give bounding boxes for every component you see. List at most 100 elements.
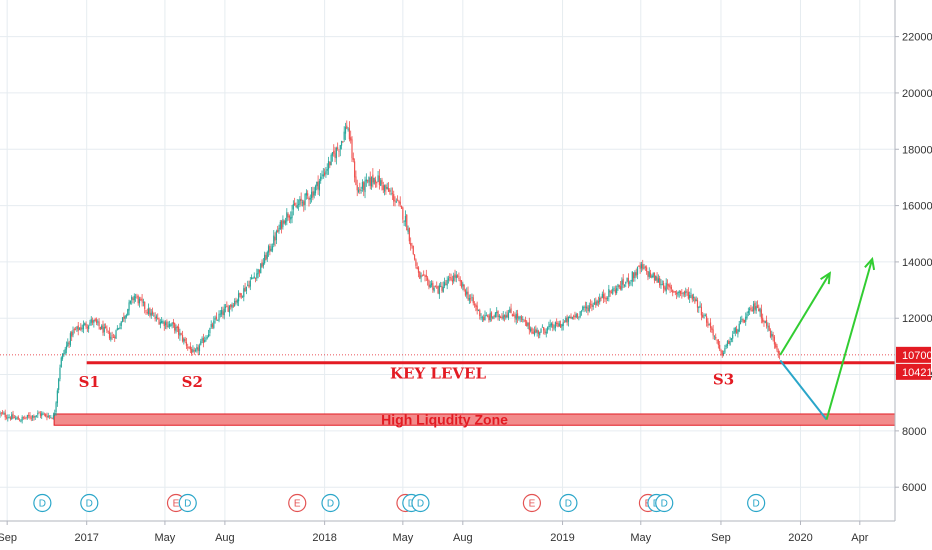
- candle-body: [425, 275, 427, 278]
- projections: [779, 256, 876, 421]
- candle-body: [142, 301, 145, 303]
- candle-body: [325, 170, 327, 174]
- candle-body: [730, 338, 732, 341]
- candle-body: [106, 328, 108, 331]
- candle-body: [333, 150, 335, 154]
- candle-body: [131, 297, 133, 300]
- candle-body: [576, 314, 579, 318]
- candle-body: [361, 182, 364, 189]
- candle-body: [198, 345, 201, 352]
- candle-body: [702, 314, 704, 318]
- candle-body: [457, 275, 459, 277]
- candle-body: [627, 277, 629, 285]
- candle-body: [462, 283, 464, 287]
- candle-body: [13, 417, 15, 419]
- candle-body: [559, 323, 562, 328]
- candles: [0, 120, 781, 424]
- event-badge-label: D: [408, 499, 415, 510]
- candle-body: [683, 291, 686, 295]
- candle-body: [659, 278, 661, 286]
- candle-body: [623, 285, 626, 287]
- candle-body: [292, 204, 294, 210]
- dividend-badge: [33, 493, 52, 513]
- candle-body: [746, 313, 748, 318]
- dividend-badge: [321, 493, 340, 513]
- candle-body: [537, 331, 540, 334]
- candle-body: [606, 297, 609, 299]
- candle-body: [240, 293, 242, 298]
- y-tick-label: 12000: [902, 313, 932, 325]
- candle-body: [365, 179, 367, 182]
- candle-body: [247, 284, 249, 286]
- candle-body: [510, 308, 512, 314]
- candle-body: [283, 220, 285, 224]
- candle-body: [314, 186, 317, 194]
- event-badge-label: E: [294, 499, 301, 510]
- candle-body: [257, 269, 259, 275]
- candle-body: [767, 326, 769, 328]
- candle-body: [689, 294, 691, 299]
- candle-body: [355, 176, 357, 185]
- candle-body: [359, 189, 361, 191]
- candle-body: [554, 322, 556, 328]
- event-badge-label: D: [565, 499, 572, 510]
- candle-body: [420, 275, 422, 278]
- candle-body: [571, 317, 573, 319]
- candle-body: [644, 266, 646, 268]
- dividend-badge: [559, 493, 578, 513]
- candle-body: [75, 329, 77, 331]
- candle-body: [677, 291, 679, 296]
- candle-body: [433, 287, 435, 292]
- candle-body: [128, 302, 130, 311]
- candle-body: [498, 315, 500, 318]
- candle-body: [700, 306, 702, 316]
- candle-body: [29, 415, 31, 418]
- candle-body: [9, 417, 12, 420]
- candle-body: [691, 295, 693, 300]
- candle-body: [721, 351, 723, 356]
- candle-body: [350, 137, 352, 141]
- candle-body: [765, 320, 768, 327]
- candle-body: [390, 193, 392, 195]
- candle-body: [211, 324, 214, 327]
- candle-body: [193, 350, 195, 352]
- candle-body: [386, 186, 388, 190]
- candle-body: [161, 321, 163, 324]
- candle-body: [541, 326, 543, 328]
- candle-body: [37, 413, 39, 415]
- candle-body: [523, 320, 525, 322]
- candle-body: [749, 308, 751, 311]
- candle-body: [171, 322, 173, 326]
- candle-body: [206, 337, 208, 339]
- candle-body: [545, 331, 547, 334]
- candle-body: [403, 220, 405, 222]
- candle-body: [558, 323, 560, 327]
- candle-body: [85, 323, 87, 327]
- candle-body: [406, 214, 408, 231]
- candle-body: [470, 298, 472, 300]
- candle-body: [717, 339, 719, 346]
- candle-body: [187, 346, 189, 348]
- candle-body: [739, 320, 742, 324]
- candle-body: [180, 333, 182, 335]
- candle-body: [347, 128, 349, 130]
- candle-body: [31, 415, 34, 418]
- candle-body: [24, 417, 26, 419]
- candle-body: [751, 309, 753, 312]
- candle-body: [343, 131, 345, 140]
- candle-body: [360, 190, 362, 191]
- event-badge-label: D: [86, 499, 93, 510]
- candle-body: [108, 331, 111, 339]
- candle-body: [488, 315, 490, 320]
- candle-body: [94, 318, 96, 321]
- candle-body: [613, 288, 615, 290]
- candle-body: [188, 346, 190, 348]
- candle-body: [217, 319, 219, 321]
- y-tick-label: 6000: [902, 482, 926, 494]
- candle-body: [703, 317, 705, 319]
- dividend-badge: [411, 493, 430, 513]
- y-tick-label: 8000: [902, 426, 926, 438]
- candle-body: [769, 330, 772, 338]
- y-tick-label: 22000: [902, 32, 932, 44]
